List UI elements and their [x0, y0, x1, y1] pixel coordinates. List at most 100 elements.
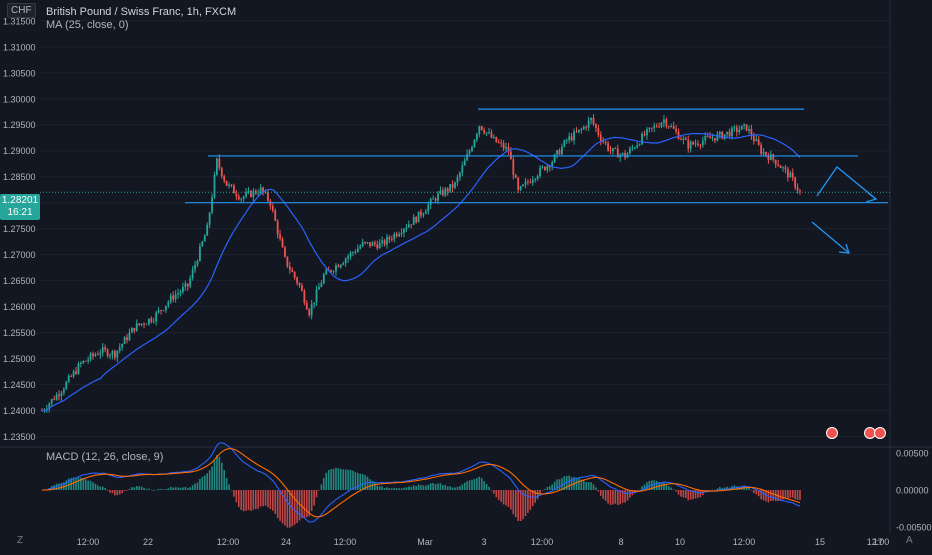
candle-body [434, 198, 437, 201]
macd-histogram-bar [143, 487, 145, 490]
candle-body [774, 159, 777, 165]
candle-body [143, 323, 145, 325]
macd-histogram-bar [400, 488, 403, 490]
candle-body [237, 196, 240, 200]
macd-histogram-bar [490, 490, 493, 491]
macd-histogram-bar [466, 481, 468, 490]
macd-histogram-bar [155, 489, 157, 491]
y-tick-label: 1.29500 [3, 120, 36, 130]
candle-body [225, 180, 228, 186]
candle-body [726, 131, 729, 135]
candle-body [313, 302, 316, 305]
macd-histogram-bar [575, 477, 578, 490]
candle-body [240, 198, 243, 200]
macd-histogram-bar [135, 486, 138, 490]
bar-countdown: 16:21 [7, 207, 33, 218]
macd-histogram-bar [488, 486, 490, 490]
y-tick-label: 1.26000 [3, 302, 36, 312]
macd-histogram-bar [267, 490, 269, 508]
macd-histogram-bar [799, 490, 801, 500]
macd-histogram-bar [374, 482, 376, 490]
macd-histogram-bar [186, 487, 189, 490]
candle-body [641, 133, 643, 145]
macd-histogram-bar [320, 484, 323, 490]
macd-histogram-bar [65, 480, 68, 490]
candle-body [706, 136, 709, 137]
macd-histogram-bar [165, 489, 167, 490]
candle-body [782, 167, 784, 169]
candle-body [208, 212, 211, 225]
macd-histogram-bar [403, 487, 405, 490]
y-tick-label: 1.30000 [3, 94, 36, 104]
candle-body [194, 264, 196, 270]
candle-body [796, 187, 799, 191]
macd-histogram-bar [252, 490, 255, 510]
macd-histogram-bar [772, 490, 775, 501]
currency-tag[interactable]: CHF [7, 3, 36, 18]
macd-histogram-bar [313, 490, 315, 506]
macd-histogram-bar [191, 485, 194, 490]
candle-body [718, 131, 721, 135]
macd-histogram-bar [77, 477, 80, 490]
macd-legend[interactable]: MACD (12, 26, close, 9) [46, 451, 164, 463]
candle-body [87, 359, 90, 362]
candle-body [130, 327, 133, 333]
candle-body [779, 165, 782, 169]
candle-body [89, 353, 92, 360]
macd-histogram-bar [308, 490, 311, 517]
macd-histogram-bar [527, 490, 529, 513]
macd-y-tick-label: 0.00500 [896, 448, 929, 458]
timezone-icon[interactable]: Z [17, 535, 24, 546]
candle-body [449, 184, 452, 192]
macd-histogram-bar [536, 490, 539, 500]
candle-body [92, 353, 94, 356]
macd-histogram-bar [619, 490, 622, 505]
macd-histogram-bar [352, 470, 354, 490]
candle-body [291, 269, 294, 272]
macd-histogram-bar [203, 475, 206, 490]
candle-body [203, 235, 206, 242]
candle-body [784, 167, 787, 169]
ma-legend[interactable]: MA (25, close, 0) [46, 19, 129, 31]
candle-body [777, 164, 780, 166]
candle-body [179, 291, 182, 294]
candle-body [665, 119, 668, 127]
auto-scale-icon[interactable]: A [906, 535, 913, 546]
candle-body [541, 166, 544, 168]
macd-histogram-bar [755, 490, 758, 495]
macd-histogram-bar [335, 467, 337, 490]
candle-body [595, 124, 597, 129]
candle-body [612, 148, 614, 151]
macd-histogram-bar [694, 490, 697, 499]
macd-histogram-bar [665, 484, 668, 490]
candle-body [157, 310, 160, 313]
candle-body [514, 174, 517, 178]
y-tick-label: 1.26500 [3, 276, 36, 286]
macd-histogram-bar [150, 489, 153, 491]
candle-body [548, 165, 551, 168]
macd-histogram-bar [745, 486, 748, 490]
macd-histogram-bar [92, 482, 94, 490]
candle-body [466, 153, 469, 161]
candle-body [99, 352, 102, 355]
macd-histogram-bar [337, 468, 340, 490]
candle-body [310, 304, 313, 316]
macd-histogram-bar [609, 490, 612, 505]
macd-histogram-bar [284, 490, 286, 526]
candle-body [235, 193, 238, 197]
macd-histogram-bar [719, 487, 721, 490]
economic-event-icon [864, 427, 876, 439]
macd-histogram-bar [405, 487, 408, 490]
candle-body [488, 132, 490, 134]
y-tick-label: 1.24500 [3, 380, 36, 390]
macd-histogram-bar [276, 490, 279, 519]
macd-histogram-bar [286, 490, 289, 528]
candle-body [711, 138, 714, 139]
y-tick-label: 1.25000 [3, 354, 36, 364]
macd-histogram-bar [512, 490, 515, 515]
macd-histogram-bar [235, 490, 238, 503]
candle-body [512, 159, 515, 175]
macd-histogram-bar [655, 481, 658, 490]
